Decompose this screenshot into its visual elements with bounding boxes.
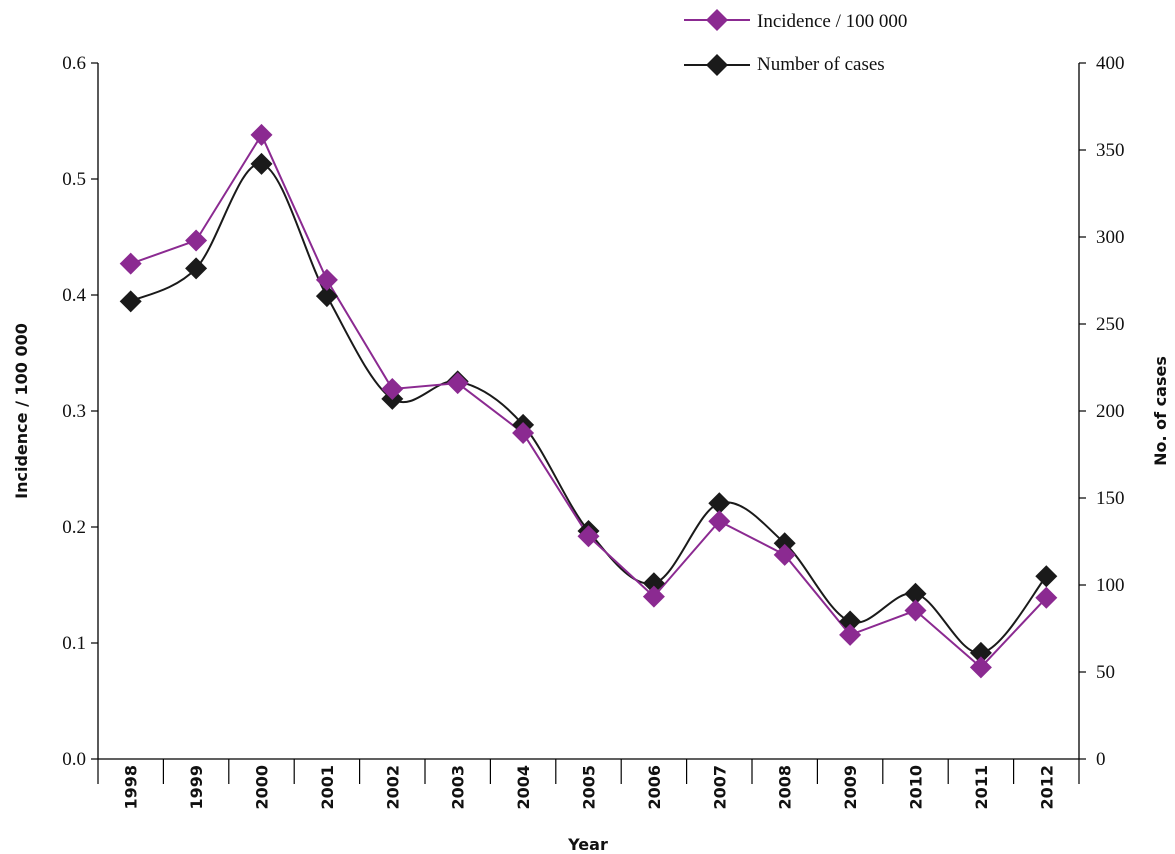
legend-marker-cases (706, 54, 728, 76)
legend-marker-incidence (706, 9, 728, 31)
left-y-tick-label: 0.3 (62, 401, 86, 422)
series-layer (119, 123, 1058, 679)
data-point-incidence (512, 422, 535, 445)
right-y-tick-label: 0 (1096, 749, 1106, 770)
data-point-incidence (577, 525, 600, 548)
legend-item-incidence: Incidence / 100 000 (684, 9, 907, 32)
x-tick-label: 2007 (710, 765, 729, 810)
data-point-cases (904, 582, 927, 605)
right-y-tick-label: 100 (1096, 575, 1125, 596)
x-axis-title: Year (567, 835, 608, 854)
data-point-incidence (839, 623, 862, 646)
left-y-tick-label: 0.4 (62, 285, 86, 306)
legend-label-incidence: Incidence / 100 000 (757, 11, 907, 32)
legend: Incidence / 100 000 Number of cases (684, 9, 907, 76)
right-y-tick-label: 200 (1096, 401, 1125, 422)
x-tick-label: 2012 (1037, 765, 1056, 810)
x-tick-label: 2000 (253, 765, 272, 810)
x-tick-label: 2011 (972, 765, 991, 810)
data-point-cases (708, 492, 731, 515)
data-point-incidence (708, 510, 731, 533)
right-y-axis-title: No. of cases (1151, 356, 1170, 466)
data-point-incidence (119, 252, 142, 275)
x-tick-label: 2010 (907, 765, 926, 810)
x-tick-label: 2006 (645, 765, 664, 810)
data-point-incidence (1035, 586, 1058, 609)
right-y-tick-label: 50 (1096, 662, 1115, 683)
data-point-incidence (773, 543, 796, 566)
series-line-cases (130, 162, 1048, 654)
left-y-tick-label: 0.5 (62, 169, 86, 190)
data-point-incidence (250, 123, 273, 146)
data-point-cases (119, 290, 142, 313)
data-point-incidence (315, 268, 338, 291)
data-point-cases (773, 532, 796, 555)
left-y-tick-label: 0.6 (62, 53, 86, 74)
x-tick-label: 2001 (318, 765, 337, 810)
x-tick-label: 2009 (841, 765, 860, 810)
right-y-tick-label: 400 (1096, 53, 1125, 74)
data-point-incidence (642, 585, 665, 608)
x-tick-label: 2004 (514, 765, 533, 810)
data-point-incidence (904, 599, 927, 622)
x-tick-label: 2002 (383, 765, 402, 810)
left-y-tick-label: 0.1 (62, 633, 86, 654)
axes (97, 63, 1080, 760)
left-y-axis-title: Incidence / 100 000 (12, 323, 31, 499)
right-y-tick-label: 350 (1096, 140, 1125, 161)
series-line-incidence (130, 132, 1048, 669)
legend-label-cases: Number of cases (757, 54, 885, 75)
axis-ticks: 0.0 0.1 0.2 0.3 0.4 0.5 0.6 0 50 100 150 200 250 300 3… (62, 53, 1124, 810)
x-tick-label: 1998 (122, 765, 141, 810)
data-point-cases (185, 257, 208, 280)
data-point-cases (969, 641, 992, 664)
data-point-incidence (969, 656, 992, 679)
data-point-cases (642, 572, 665, 595)
right-y-tick-label: 250 (1096, 314, 1125, 335)
data-point-cases (315, 285, 338, 308)
x-tick-label: 2008 (776, 765, 795, 810)
x-tick-label: 2003 (449, 765, 468, 810)
data-point-cases (250, 152, 273, 175)
x-tick-label: 1999 (187, 765, 206, 810)
data-point-incidence (381, 377, 404, 400)
left-y-tick-label: 0.2 (62, 517, 86, 538)
data-point-cases (839, 610, 862, 633)
right-y-tick-label: 300 (1096, 227, 1125, 248)
data-point-cases (1035, 565, 1058, 588)
x-tick-label: 2005 (580, 765, 599, 810)
legend-item-cases: Number of cases (684, 54, 885, 76)
data-point-incidence (185, 229, 208, 252)
left-y-tick-label: 0.0 (62, 749, 86, 770)
right-y-tick-label: 150 (1096, 488, 1125, 509)
data-point-incidence (446, 372, 469, 395)
